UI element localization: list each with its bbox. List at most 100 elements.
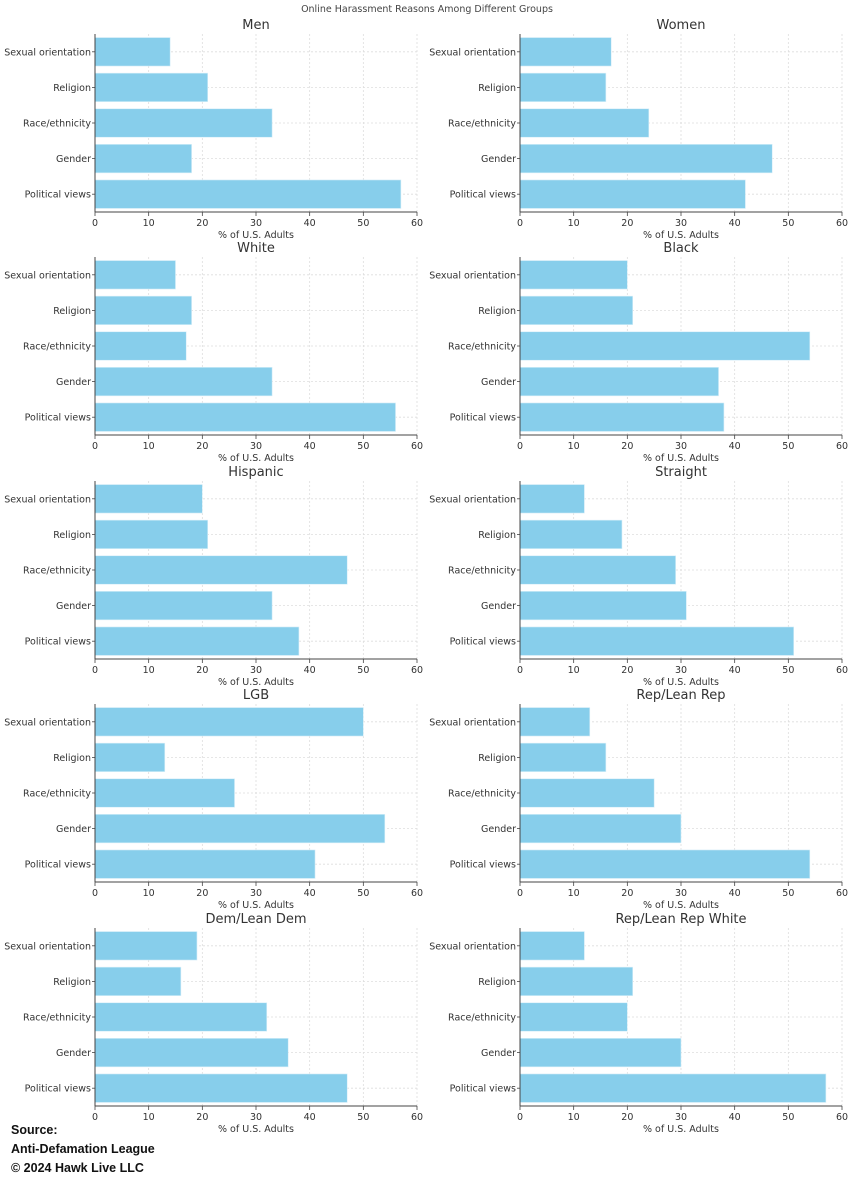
bar-gender xyxy=(94,144,192,174)
source-label: Source: xyxy=(11,1123,58,1137)
bar-gender xyxy=(519,144,773,174)
x-axis-label: % of U.S. Adults xyxy=(218,900,294,911)
x-tick-label: 50 xyxy=(357,1112,369,1123)
y-tick-label: Sexual orientation xyxy=(429,47,516,58)
bar-religion xyxy=(94,742,166,772)
y-tick-label: Sexual orientation xyxy=(429,717,516,728)
x-tick-label: 20 xyxy=(621,441,633,452)
x-tick-label: 20 xyxy=(621,218,633,229)
bar-religion xyxy=(519,295,633,325)
x-axis-label: % of U.S. Adults xyxy=(218,230,294,241)
bar-political-views xyxy=(94,1073,348,1103)
x-tick-label: 60 xyxy=(411,888,423,899)
x-tick-label: 20 xyxy=(196,665,208,676)
x-tick-label: 40 xyxy=(304,888,316,899)
bar-religion xyxy=(519,966,633,996)
y-tick-label: Gender xyxy=(481,824,516,835)
y-tick-label: Religion xyxy=(53,977,91,988)
x-tick-label: 50 xyxy=(782,1112,794,1123)
x-tick-label: 20 xyxy=(621,665,633,676)
bar-religion xyxy=(94,519,208,549)
bar-sexual-orientation xyxy=(519,37,612,67)
bar-political-views xyxy=(519,402,725,432)
bar-political-views xyxy=(94,626,300,656)
x-tick-label: 60 xyxy=(411,665,423,676)
x-tick-label: 50 xyxy=(782,665,794,676)
x-tick-label: 60 xyxy=(836,888,848,899)
panel-title: White xyxy=(237,241,275,256)
y-tick-label: Sexual orientation xyxy=(4,717,91,728)
bar-political-views xyxy=(94,849,316,879)
x-tick-label: 60 xyxy=(836,218,848,229)
bar-sexual-orientation xyxy=(94,37,171,67)
bar-race-ethnicity xyxy=(94,555,348,585)
x-tick-label: 20 xyxy=(196,888,208,899)
bar-religion xyxy=(519,72,607,102)
bar-religion xyxy=(94,295,192,325)
y-tick-label: Religion xyxy=(53,306,91,317)
y-tick-label: Gender xyxy=(56,154,91,165)
y-tick-label: Political views xyxy=(25,190,91,201)
bar-political-views xyxy=(519,1073,827,1103)
x-tick-label: 20 xyxy=(621,1112,633,1123)
x-tick-label: 30 xyxy=(250,888,262,899)
y-tick-label: Gender xyxy=(56,601,91,612)
bar-race-ethnicity xyxy=(94,108,273,138)
bar-sexual-orientation xyxy=(519,707,591,737)
x-tick-label: 50 xyxy=(782,888,794,899)
y-tick-label: Political views xyxy=(450,637,516,648)
bar-gender xyxy=(519,367,719,397)
x-tick-label: 20 xyxy=(196,1112,208,1123)
bar-political-views xyxy=(94,402,396,432)
bar-gender xyxy=(94,367,273,397)
y-tick-label: Gender xyxy=(56,824,91,835)
x-tick-label: 50 xyxy=(782,218,794,229)
y-tick-label: Religion xyxy=(478,977,516,988)
panel-black: Black 0 10 20 30 40 50 60 Political views Gender R… xyxy=(429,241,848,464)
panel-title: Hispanic xyxy=(228,465,283,480)
y-tick-label: Sexual orientation xyxy=(4,47,91,58)
panel-title: Dem/Lean Dem xyxy=(205,912,306,927)
x-tick-label: 0 xyxy=(517,888,523,899)
source-note: Source: Anti-Defamation League © 2024 Ha… xyxy=(11,1121,155,1178)
y-tick-label: Religion xyxy=(478,306,516,317)
panel-title: Straight xyxy=(655,465,707,480)
y-tick-label: Political views xyxy=(25,637,91,648)
y-tick-label: Race/ethnicity xyxy=(448,566,516,577)
x-axis-label: % of U.S. Adults xyxy=(643,677,719,688)
y-tick-label: Religion xyxy=(53,753,91,764)
x-axis-label: % of U.S. Adults xyxy=(643,453,719,464)
x-tick-label: 10 xyxy=(568,1112,580,1123)
panel-title: Black xyxy=(663,241,699,256)
x-tick-label: 10 xyxy=(568,888,580,899)
x-tick-label: 0 xyxy=(517,218,523,229)
x-tick-label: 60 xyxy=(411,218,423,229)
y-tick-label: Race/ethnicity xyxy=(448,1013,516,1024)
bar-sexual-orientation xyxy=(94,707,364,737)
x-tick-label: 30 xyxy=(675,1112,687,1123)
bar-religion xyxy=(519,519,623,549)
x-tick-label: 40 xyxy=(729,1112,741,1123)
bar-sexual-orientation xyxy=(94,931,198,961)
y-tick-label: Religion xyxy=(53,83,91,94)
x-tick-label: 30 xyxy=(250,1112,262,1123)
x-tick-label: 10 xyxy=(143,1112,155,1123)
x-tick-label: 30 xyxy=(250,218,262,229)
x-tick-label: 60 xyxy=(836,441,848,452)
x-tick-label: 10 xyxy=(143,888,155,899)
y-tick-label: Race/ethnicity xyxy=(23,789,91,800)
bar-religion xyxy=(94,72,208,102)
bar-race-ethnicity xyxy=(519,555,676,585)
x-tick-label: 40 xyxy=(729,665,741,676)
x-axis-label: % of U.S. Adults xyxy=(643,230,719,241)
bar-race-ethnicity xyxy=(94,331,187,361)
y-tick-label: Gender xyxy=(481,1048,516,1059)
y-tick-label: Religion xyxy=(478,83,516,94)
x-tick-label: 60 xyxy=(411,1112,423,1123)
y-tick-label: Political views xyxy=(25,860,91,871)
y-tick-label: Race/ethnicity xyxy=(23,1013,91,1024)
x-tick-label: 50 xyxy=(357,218,369,229)
panel-white: White 0 10 20 30 40 50 60 Political views Gender R… xyxy=(4,241,423,464)
bar-race-ethnicity xyxy=(94,1002,268,1032)
